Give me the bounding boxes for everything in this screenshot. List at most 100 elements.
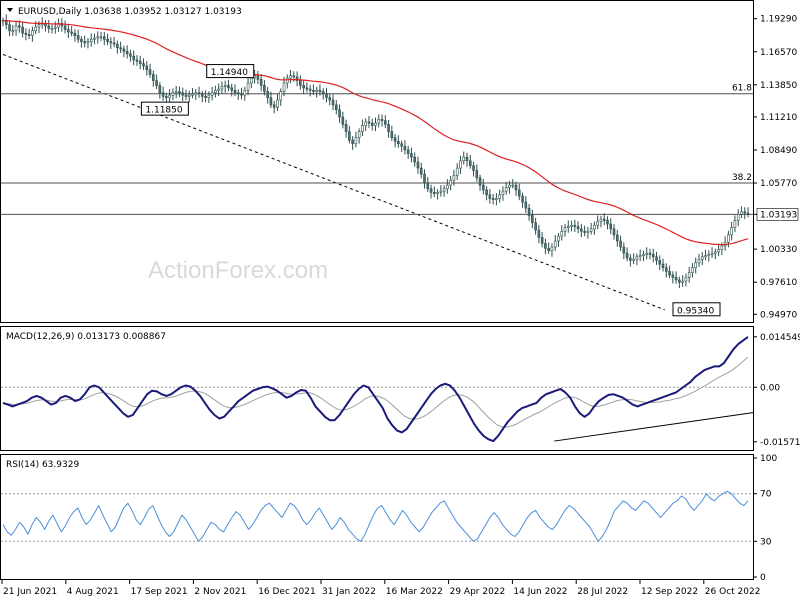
candle-body xyxy=(625,252,629,259)
candle-body xyxy=(609,223,613,230)
candle-body xyxy=(426,182,430,190)
price-overlay: 61.8 38.2 1.14940 1.11850 0.95340 xyxy=(140,64,752,317)
y-tick-label: 1.13850 xyxy=(760,81,797,91)
box-label-frame xyxy=(140,101,189,116)
candle-body xyxy=(599,218,603,222)
candle-body xyxy=(341,116,345,125)
x-tick-label: 16 Mar 2022 xyxy=(386,587,443,597)
box-label: 1.11850 xyxy=(140,101,189,116)
candle-body xyxy=(207,94,211,98)
candle-body xyxy=(635,256,639,260)
candle-body xyxy=(67,29,70,33)
x-tick-label: 14 Jun 2022 xyxy=(513,587,567,597)
candle-body xyxy=(472,165,475,171)
candle-body xyxy=(21,26,24,34)
candle-body xyxy=(308,88,312,91)
x-tick-label: 2 Nov 2021 xyxy=(194,587,246,597)
candle-body xyxy=(462,156,466,162)
candle-body xyxy=(504,187,508,192)
candle-body xyxy=(227,85,230,89)
candle-body xyxy=(191,93,194,96)
candle-body xyxy=(24,32,28,35)
candle-body xyxy=(580,228,583,232)
candle-body xyxy=(423,173,426,183)
candle-body xyxy=(148,69,152,75)
candle-body xyxy=(648,252,652,255)
candle-body xyxy=(250,77,253,84)
dropdown-triangle-icon[interactable] xyxy=(7,8,13,12)
candle-body xyxy=(439,190,443,193)
candle-body xyxy=(665,267,668,272)
candle-body xyxy=(406,149,410,154)
candle-body xyxy=(733,220,737,228)
candle-body xyxy=(214,89,217,94)
candle-body xyxy=(197,92,201,95)
candle-body xyxy=(687,272,691,278)
candle-body xyxy=(557,235,560,242)
candle-body xyxy=(299,80,302,86)
candle-body xyxy=(364,121,367,126)
macd-line xyxy=(2,336,749,443)
candle-body xyxy=(632,258,635,261)
macd-layer xyxy=(1,336,754,443)
candle-body xyxy=(550,246,554,252)
candle-body xyxy=(380,119,384,121)
box-label-frame xyxy=(672,302,721,317)
candle-body xyxy=(478,177,482,186)
rsi-y-axis: 100 70 30 0 xyxy=(753,454,777,583)
box-label: 1.14940 xyxy=(206,64,255,79)
candle-body xyxy=(521,195,524,203)
candle-body xyxy=(629,257,632,261)
candle-body xyxy=(178,91,181,94)
candle-body xyxy=(488,194,492,199)
candle-body xyxy=(455,167,459,176)
candle-body xyxy=(638,255,642,258)
price-y-axis: 1.19290 1.16570 1.13850 1.11210 1.08490 1.057… xyxy=(753,15,799,320)
candle-body xyxy=(475,170,479,179)
candle-body xyxy=(158,85,162,94)
rsi-line xyxy=(2,490,749,542)
candle-body xyxy=(710,252,714,255)
candle-body xyxy=(400,143,403,147)
candle-body xyxy=(736,213,740,221)
candle-body xyxy=(116,43,119,49)
candle-body xyxy=(661,263,665,269)
candle-body xyxy=(416,161,420,169)
candle-body xyxy=(184,94,188,97)
rsi-panel-frame xyxy=(0,454,754,580)
price-panel-frame xyxy=(0,0,754,323)
candle-body xyxy=(161,92,165,97)
dotted-trendline xyxy=(2,53,665,311)
candle-body xyxy=(344,124,348,132)
candle-body xyxy=(553,240,557,248)
candle-body xyxy=(112,42,116,45)
candle-body xyxy=(31,30,34,36)
candle-body xyxy=(743,211,747,214)
y-tick-label: 30 xyxy=(760,537,772,547)
candle-body xyxy=(524,201,528,209)
candle-body xyxy=(514,184,518,191)
x-tick-label: 31 Jan 2022 xyxy=(322,587,376,597)
candle-body xyxy=(547,247,550,252)
candle-body xyxy=(563,227,567,232)
candle-body xyxy=(720,245,724,250)
candle-body xyxy=(321,91,325,95)
candle-body xyxy=(334,104,338,111)
candle-body xyxy=(289,75,292,79)
candle-body xyxy=(442,188,446,192)
candle-body xyxy=(295,76,299,81)
candle-body xyxy=(220,86,224,90)
y-tick-label: 1.11210 xyxy=(760,113,797,123)
candle-body xyxy=(459,160,462,169)
candle-body xyxy=(449,179,452,186)
candle-body xyxy=(593,224,596,230)
candle-body xyxy=(223,85,227,87)
y-tick-label: -0.015712 xyxy=(760,438,800,448)
watermark: ActionForex.com xyxy=(148,257,328,284)
box-label-text: 1.14940 xyxy=(211,68,248,78)
candle-body xyxy=(606,220,609,225)
candle-body xyxy=(583,230,586,233)
candle-body xyxy=(8,24,11,32)
candle-body xyxy=(348,131,351,141)
